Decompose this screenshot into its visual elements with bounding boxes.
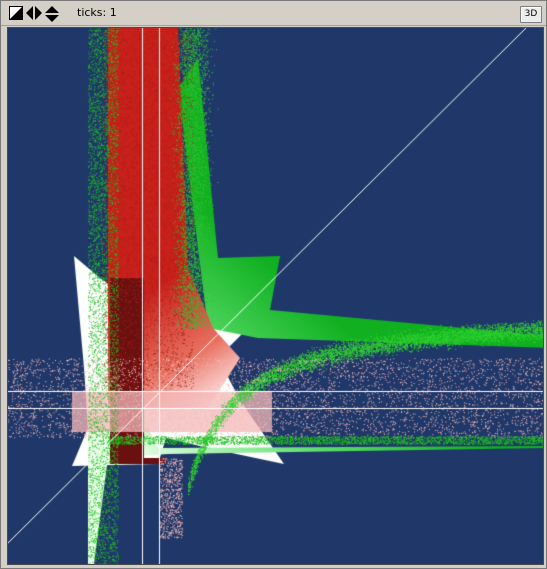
ticks-value: 1 [109, 6, 117, 19]
ticks-readout: ticks: 1 [77, 6, 117, 20]
ticks-label: ticks: [77, 6, 107, 19]
pan-vertical-icon[interactable] [45, 6, 59, 22]
scatter-canvas[interactable] [8, 28, 543, 564]
pan-horizontal-icon[interactable] [26, 6, 42, 20]
view-3d-button[interactable]: 3D [520, 6, 542, 23]
toolbar: ticks: 1 3D [1, 1, 546, 26]
plot-area[interactable] [7, 27, 544, 565]
toggle-diagonal-icon[interactable] [9, 6, 23, 20]
